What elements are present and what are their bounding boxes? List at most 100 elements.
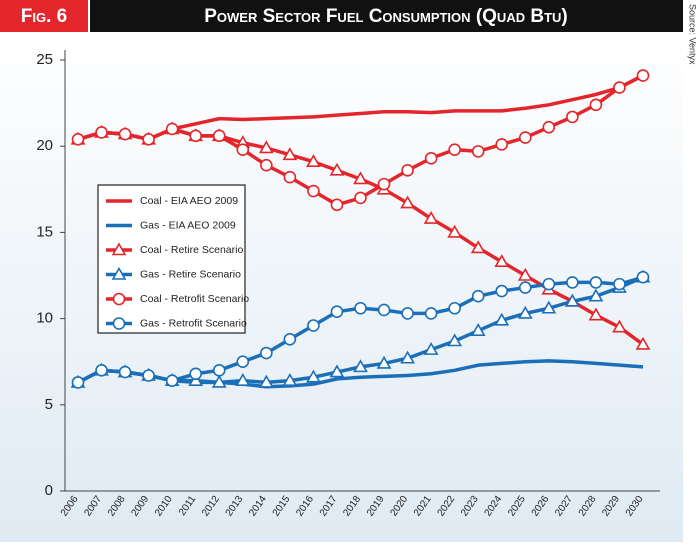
y-tick-label: 25 <box>36 51 53 68</box>
marker <box>71 376 85 389</box>
marker <box>330 305 344 319</box>
marker <box>517 305 533 319</box>
y-tick-label: 0 <box>45 482 53 499</box>
legend-marker <box>112 292 126 306</box>
marker <box>258 140 274 154</box>
marker <box>260 346 273 360</box>
marker <box>494 254 510 268</box>
marker <box>377 177 391 191</box>
figure-label: Fig. 6 <box>21 6 67 27</box>
marker <box>636 69 650 82</box>
source: Source: Ventyx <box>688 4 698 65</box>
marker <box>447 224 463 238</box>
marker <box>142 133 155 146</box>
marker <box>211 374 227 388</box>
marker <box>212 364 226 377</box>
marker <box>306 154 321 168</box>
marker <box>423 342 439 355</box>
marker <box>470 323 486 336</box>
marker <box>236 355 250 369</box>
marker <box>258 374 274 388</box>
marker <box>329 162 345 176</box>
marker <box>470 240 486 254</box>
marker <box>353 171 368 185</box>
marker <box>588 307 604 321</box>
marker <box>612 319 627 333</box>
marker <box>282 147 298 161</box>
marker <box>400 195 415 209</box>
y-tick-label: 20 <box>36 137 53 154</box>
legend <box>97 184 246 334</box>
marker <box>189 129 203 143</box>
marker <box>564 293 580 307</box>
legend-label: Gas - Retire Scenario <box>140 268 241 280</box>
marker <box>260 158 273 172</box>
marker <box>518 131 532 144</box>
marker <box>377 303 391 317</box>
y-tick-label: 15 <box>36 223 53 240</box>
y-tick-label: 10 <box>36 310 53 327</box>
marker <box>495 138 509 151</box>
marker <box>189 367 203 381</box>
marker <box>376 355 392 369</box>
legend-marker <box>111 242 127 256</box>
marker <box>95 126 108 139</box>
marker <box>142 369 155 382</box>
legend-marker <box>112 317 126 330</box>
marker <box>236 143 250 156</box>
marker <box>307 184 320 198</box>
marker <box>566 110 579 124</box>
marker <box>329 364 345 378</box>
marker <box>282 373 298 386</box>
marker <box>118 365 132 379</box>
marker <box>401 307 414 320</box>
marker <box>471 289 485 303</box>
legend-label: Gas - EIA AEO 2009 <box>140 219 236 231</box>
marker <box>517 267 533 281</box>
marker <box>165 374 179 387</box>
marker <box>542 120 556 134</box>
marker <box>588 288 604 302</box>
marker <box>636 270 650 284</box>
marker <box>635 336 651 350</box>
legend-label: Coal - Retrofit Scenario <box>140 293 249 305</box>
marker <box>400 350 415 364</box>
lines <box>70 69 651 389</box>
marker <box>424 151 438 165</box>
marker <box>613 277 626 291</box>
marker <box>306 369 321 383</box>
marker <box>589 276 603 289</box>
marker <box>613 81 626 94</box>
marker <box>447 333 463 347</box>
legend-label: Gas - Retrofit Scenario <box>140 317 247 329</box>
marker <box>212 129 226 143</box>
marker <box>589 98 603 112</box>
marker <box>235 373 251 386</box>
marker <box>448 301 461 315</box>
marker <box>518 281 532 294</box>
marker <box>354 301 367 315</box>
marker <box>283 332 297 346</box>
marker <box>448 143 461 156</box>
marker <box>494 312 510 326</box>
marker <box>283 170 297 184</box>
marker <box>353 359 368 373</box>
marker <box>330 198 344 212</box>
marker <box>165 122 179 136</box>
figure-box <box>0 0 88 32</box>
legend-marker <box>111 266 127 280</box>
marker <box>542 277 556 291</box>
legend-label: Coal - Retire Scenario <box>140 244 243 256</box>
marker <box>424 307 438 320</box>
marker <box>423 210 439 224</box>
title-bar <box>90 0 683 32</box>
marker <box>95 364 108 377</box>
y-tick-label: 5 <box>45 396 53 413</box>
marker <box>354 191 367 205</box>
marker <box>471 145 485 158</box>
marker <box>401 164 414 177</box>
marker <box>541 300 557 314</box>
legend-label: Coal - EIA AEO 2009 <box>140 195 238 207</box>
marker <box>495 284 509 298</box>
